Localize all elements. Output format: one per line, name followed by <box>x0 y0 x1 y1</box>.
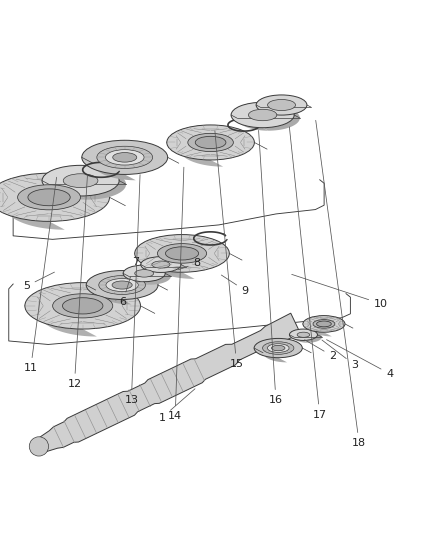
Ellipse shape <box>113 152 137 162</box>
Text: 8: 8 <box>178 258 201 270</box>
Polygon shape <box>86 271 131 304</box>
Text: 3: 3 <box>322 340 358 370</box>
Polygon shape <box>303 316 332 336</box>
Text: 9: 9 <box>221 275 249 296</box>
Polygon shape <box>263 102 300 131</box>
Polygon shape <box>33 313 300 452</box>
Text: 1: 1 <box>159 389 195 423</box>
Polygon shape <box>167 125 223 167</box>
Ellipse shape <box>272 345 285 351</box>
Ellipse shape <box>29 437 49 456</box>
Ellipse shape <box>297 332 310 337</box>
Ellipse shape <box>254 338 302 358</box>
Ellipse shape <box>317 321 331 327</box>
Ellipse shape <box>106 150 144 165</box>
Ellipse shape <box>25 282 141 329</box>
Text: 6: 6 <box>119 277 131 308</box>
Ellipse shape <box>198 138 223 147</box>
Ellipse shape <box>67 300 99 312</box>
Ellipse shape <box>97 146 152 168</box>
Ellipse shape <box>268 100 296 110</box>
Text: 13: 13 <box>124 175 140 405</box>
Polygon shape <box>290 329 308 343</box>
Ellipse shape <box>248 109 277 120</box>
Ellipse shape <box>42 165 119 196</box>
Ellipse shape <box>32 191 66 204</box>
Ellipse shape <box>18 185 81 210</box>
Ellipse shape <box>256 95 307 115</box>
Ellipse shape <box>303 316 345 332</box>
Ellipse shape <box>231 102 294 128</box>
Ellipse shape <box>112 281 132 289</box>
Text: 17: 17 <box>290 127 327 419</box>
Text: 14: 14 <box>168 167 184 421</box>
Polygon shape <box>82 140 136 180</box>
Ellipse shape <box>135 235 230 272</box>
Text: 4: 4 <box>327 340 393 379</box>
Ellipse shape <box>167 125 254 160</box>
Ellipse shape <box>0 173 110 221</box>
Ellipse shape <box>318 321 330 326</box>
Text: 12: 12 <box>67 175 88 389</box>
Text: 15: 15 <box>215 131 244 369</box>
Polygon shape <box>135 235 194 279</box>
Text: 10: 10 <box>292 274 388 309</box>
Ellipse shape <box>169 248 195 259</box>
Text: 16: 16 <box>258 131 283 405</box>
Ellipse shape <box>188 133 233 151</box>
Polygon shape <box>304 329 322 343</box>
Ellipse shape <box>262 342 294 354</box>
Ellipse shape <box>267 344 289 352</box>
Polygon shape <box>0 173 65 230</box>
Polygon shape <box>256 95 285 117</box>
Ellipse shape <box>135 270 154 277</box>
Ellipse shape <box>166 247 198 260</box>
Ellipse shape <box>290 329 318 341</box>
Ellipse shape <box>82 140 168 174</box>
Ellipse shape <box>28 189 70 206</box>
Ellipse shape <box>63 174 98 188</box>
Polygon shape <box>25 282 97 336</box>
Ellipse shape <box>86 271 158 300</box>
Polygon shape <box>231 102 268 131</box>
Ellipse shape <box>141 257 181 272</box>
Ellipse shape <box>313 320 335 328</box>
Text: 5: 5 <box>23 272 54 291</box>
Ellipse shape <box>152 261 170 268</box>
Polygon shape <box>144 265 171 285</box>
Polygon shape <box>161 257 186 275</box>
Ellipse shape <box>53 294 113 318</box>
Ellipse shape <box>63 298 103 314</box>
Ellipse shape <box>195 136 226 149</box>
Polygon shape <box>123 265 150 285</box>
Text: 11: 11 <box>24 177 57 373</box>
Polygon shape <box>42 165 88 200</box>
Ellipse shape <box>123 265 165 282</box>
Text: 18: 18 <box>316 120 366 448</box>
Polygon shape <box>141 257 166 275</box>
Ellipse shape <box>106 279 138 292</box>
Polygon shape <box>81 165 126 200</box>
Text: 7: 7 <box>132 257 147 269</box>
Ellipse shape <box>157 244 207 263</box>
Polygon shape <box>254 338 287 362</box>
Text: 2: 2 <box>304 340 336 361</box>
Ellipse shape <box>99 276 145 294</box>
